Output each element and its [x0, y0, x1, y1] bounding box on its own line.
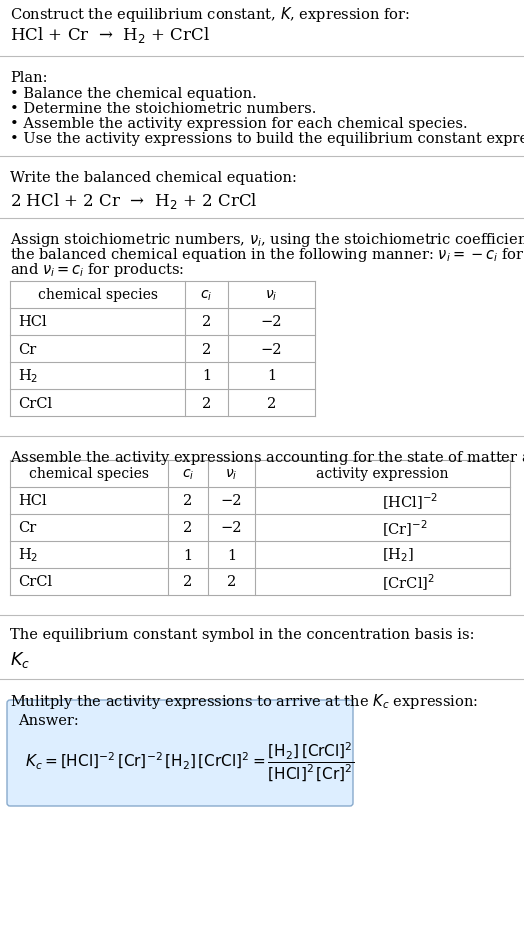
Text: The equilibrium constant symbol in the concentration basis is:: The equilibrium constant symbol in the c…: [10, 627, 475, 642]
Text: −2: −2: [221, 494, 242, 508]
Text: −2: −2: [261, 342, 282, 356]
Text: Write the balanced chemical equation:: Write the balanced chemical equation:: [10, 170, 297, 185]
Text: • Use the activity expressions to build the equilibrium constant expression.: • Use the activity expressions to build …: [10, 132, 524, 146]
Text: and $\nu_i = c_i$ for products:: and $\nu_i = c_i$ for products:: [10, 261, 184, 279]
Text: HCl: HCl: [18, 494, 47, 508]
Text: $c_i$: $c_i$: [182, 466, 194, 481]
Text: HCl + Cr  →  H$_2$ + CrCl: HCl + Cr → H$_2$ + CrCl: [10, 25, 210, 45]
Text: 2: 2: [183, 575, 193, 589]
Text: 1: 1: [267, 369, 276, 383]
Text: Plan:: Plan:: [10, 71, 48, 85]
Text: CrCl: CrCl: [18, 575, 52, 589]
Text: activity expression: activity expression: [316, 467, 449, 481]
Text: $\nu_i$: $\nu_i$: [265, 288, 278, 303]
Text: chemical species: chemical species: [38, 288, 158, 302]
Text: [H$_2$]: [H$_2$]: [383, 546, 414, 564]
Text: CrCl: CrCl: [18, 396, 52, 410]
Text: 2: 2: [202, 342, 211, 356]
Text: 1: 1: [202, 369, 211, 383]
Text: $c_i$: $c_i$: [200, 288, 213, 303]
Text: the balanced chemical equation in the following manner: $\nu_i = -c_i$ for react: the balanced chemical equation in the fo…: [10, 246, 524, 264]
Text: Answer:: Answer:: [18, 713, 79, 727]
Text: Assign stoichiometric numbers, $\nu_i$, using the stoichiometric coefficients, $: Assign stoichiometric numbers, $\nu_i$, …: [10, 230, 524, 248]
Text: Cr: Cr: [18, 342, 36, 356]
Text: 1: 1: [227, 548, 236, 562]
Text: 2: 2: [202, 396, 211, 410]
Text: 2: 2: [202, 315, 211, 329]
Text: H$_2$: H$_2$: [18, 367, 38, 385]
Text: $K_c = [\mathrm{HCl}]^{-2}\,[\mathrm{Cr}]^{-2}\,[\mathrm{H_2}]\,[\mathrm{CrCl}]^: $K_c = [\mathrm{HCl}]^{-2}\,[\mathrm{Cr}…: [25, 740, 354, 783]
Text: 2 HCl + 2 Cr  →  H$_2$ + 2 CrCl: 2 HCl + 2 Cr → H$_2$ + 2 CrCl: [10, 190, 258, 210]
Text: HCl: HCl: [18, 315, 47, 329]
FancyBboxPatch shape: [7, 701, 353, 806]
Text: 2: 2: [267, 396, 276, 410]
Text: [Cr]$^{-2}$: [Cr]$^{-2}$: [383, 518, 428, 538]
Text: $\nu_i$: $\nu_i$: [225, 466, 238, 481]
Text: 2: 2: [183, 521, 193, 535]
Text: • Assemble the activity expression for each chemical species.: • Assemble the activity expression for e…: [10, 117, 467, 130]
Text: [HCl]$^{-2}$: [HCl]$^{-2}$: [383, 491, 439, 511]
Text: 2: 2: [227, 575, 236, 589]
Text: chemical species: chemical species: [29, 467, 149, 481]
Text: Cr: Cr: [18, 521, 36, 535]
Text: Mulitply the activity expressions to arrive at the $K_c$ expression:: Mulitply the activity expressions to arr…: [10, 691, 478, 710]
Text: $K_c$: $K_c$: [10, 649, 30, 669]
Text: • Determine the stoichiometric numbers.: • Determine the stoichiometric numbers.: [10, 102, 316, 116]
Text: Assemble the activity expressions accounting for the state of matter and $\nu_i$: Assemble the activity expressions accoun…: [10, 448, 524, 466]
Text: 2: 2: [183, 494, 193, 508]
Text: −2: −2: [221, 521, 242, 535]
Text: • Balance the chemical equation.: • Balance the chemical equation.: [10, 87, 257, 101]
Text: Construct the equilibrium constant, $K$, expression for:: Construct the equilibrium constant, $K$,…: [10, 5, 410, 24]
Text: H$_2$: H$_2$: [18, 546, 38, 564]
Text: 1: 1: [183, 548, 192, 562]
Text: [CrCl]$^2$: [CrCl]$^2$: [383, 571, 435, 592]
Text: −2: −2: [261, 315, 282, 329]
